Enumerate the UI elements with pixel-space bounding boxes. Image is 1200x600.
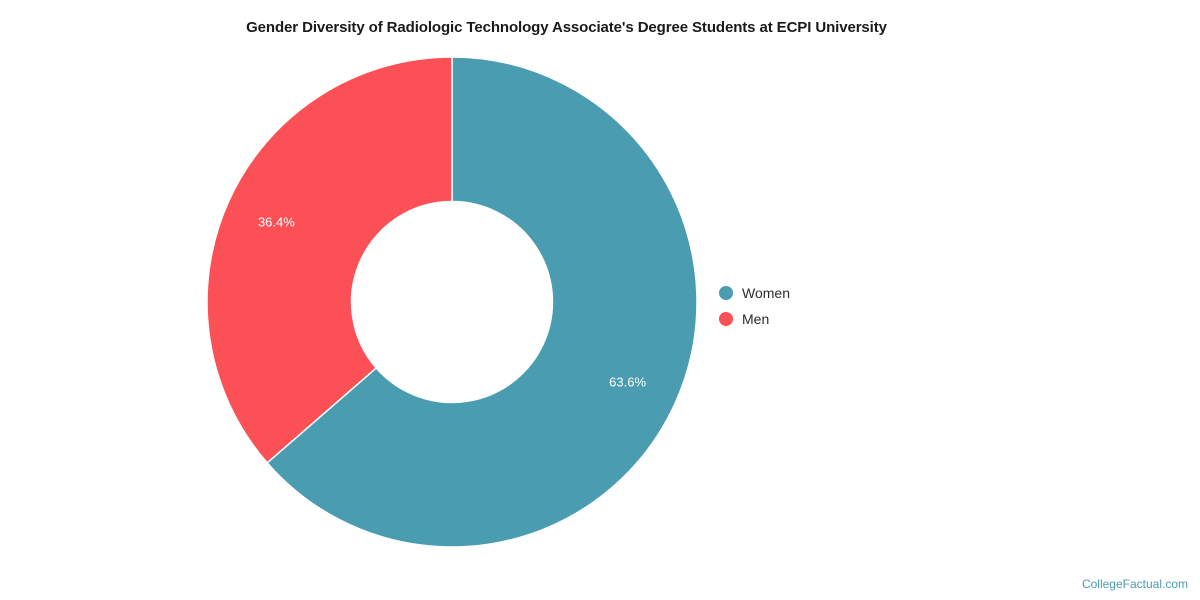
slice-label-women: 63.6%	[609, 374, 646, 389]
pie-slice-men[interactable]	[207, 57, 453, 464]
legend-item-label: Men	[742, 311, 770, 327]
legend-swatch-icon	[719, 286, 733, 300]
donut-svg: 63.6% 36.4%	[207, 57, 697, 547]
legend-swatch-icon	[719, 312, 733, 326]
slice-group	[207, 57, 697, 547]
slice-label-men: 36.4%	[258, 215, 295, 230]
watermark: CollegeFactual.com	[1081, 577, 1188, 591]
donut-chart: 63.6% 36.4%	[207, 57, 697, 547]
legend-item-women[interactable]: Women	[719, 280, 790, 306]
slice-label-group: 63.6% 36.4%	[258, 215, 647, 390]
chart-legend: Women Men	[719, 280, 790, 332]
page-title: Gender Diversity of Radiologic Technolog…	[246, 19, 887, 36]
pie-slice-women[interactable]	[266, 57, 697, 547]
legend-item-men[interactable]: Men	[719, 306, 790, 332]
legend-item-label: Women	[742, 285, 790, 301]
